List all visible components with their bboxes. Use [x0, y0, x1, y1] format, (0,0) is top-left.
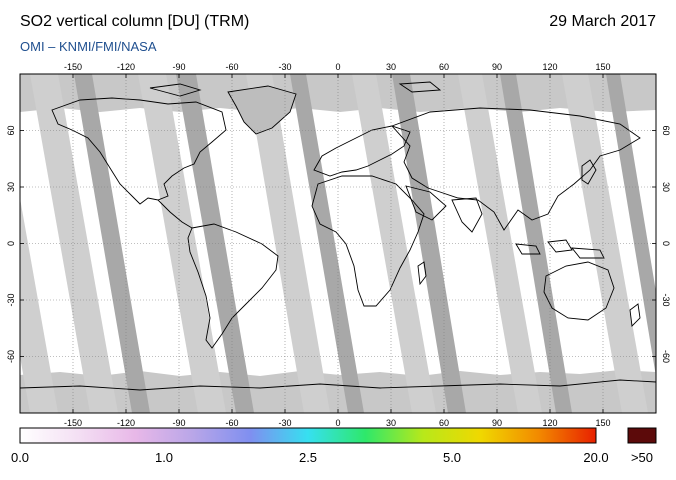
- lon-label-top: 90: [492, 62, 502, 72]
- lon-label-top: 150: [595, 62, 610, 72]
- lat-label-left: 0: [6, 241, 16, 246]
- lon-label-bottom: 120: [542, 418, 557, 428]
- lat-label-left: 60: [6, 125, 16, 135]
- lat-label-right: 0: [661, 241, 671, 246]
- colorbar-label-4: 20.0: [583, 450, 609, 465]
- axis-ticks: [20, 74, 656, 413]
- lon-label-bottom: 90: [492, 418, 502, 428]
- lon-label-bottom: -30: [278, 418, 291, 428]
- lon-label-bottom: -150: [64, 418, 82, 428]
- lon-label-bottom: -60: [225, 418, 238, 428]
- lon-label-bottom: -120: [117, 418, 135, 428]
- lon-label-top: 30: [386, 62, 396, 72]
- lon-label-top: -60: [225, 62, 238, 72]
- map-date: 29 March 2017: [549, 13, 656, 30]
- lat-label-right: -60: [661, 350, 671, 363]
- colorbar-label-1: 1.0: [154, 450, 174, 465]
- lon-label-bottom: 150: [595, 418, 610, 428]
- lon-label-bottom: 30: [386, 418, 396, 428]
- lat-label-right: -30: [661, 293, 671, 306]
- lon-label-top: -120: [117, 62, 135, 72]
- lat-label-right: 60: [661, 125, 671, 135]
- lon-label-bottom: -90: [172, 418, 185, 428]
- colorbar-overflow-label: >50: [630, 450, 654, 465]
- lon-label-top: 60: [439, 62, 449, 72]
- map-title: SO2 vertical column [DU] (TRM): [20, 13, 250, 30]
- colorbar-overflow-box: [627, 427, 657, 444]
- lon-label-top: 120: [542, 62, 557, 72]
- map-area: [20, 74, 656, 413]
- lat-label-left: -30: [6, 293, 16, 306]
- data-credit: OMI – KNMI/FMI/NASA: [20, 39, 157, 54]
- greenland-no-data: [228, 86, 296, 134]
- lon-label-top: -90: [172, 62, 185, 72]
- gridlines: [20, 74, 656, 413]
- lon-label-top: 0: [335, 62, 340, 72]
- lon-label-top: -150: [64, 62, 82, 72]
- lat-label-left: 30: [6, 182, 16, 192]
- axis-tick-labels: -150 -150 -120 -120 -90 -90 -60 -60 -30 -30 0 0 30 30…: [6, 62, 671, 428]
- lon-label-top: -30: [278, 62, 291, 72]
- lon-label-bottom: 0: [335, 418, 340, 428]
- colorbar-gradient: [19, 427, 597, 444]
- colorbar-label-2: 2.5: [298, 450, 318, 465]
- lat-label-left: -60: [6, 350, 16, 363]
- lat-label-right: 30: [661, 182, 671, 192]
- lon-label-bottom: 60: [439, 418, 449, 428]
- colorbar-label-0: 0.0: [10, 450, 30, 465]
- colorbar-label-3: 5.0: [442, 450, 462, 465]
- coastlines: [20, 81, 656, 391]
